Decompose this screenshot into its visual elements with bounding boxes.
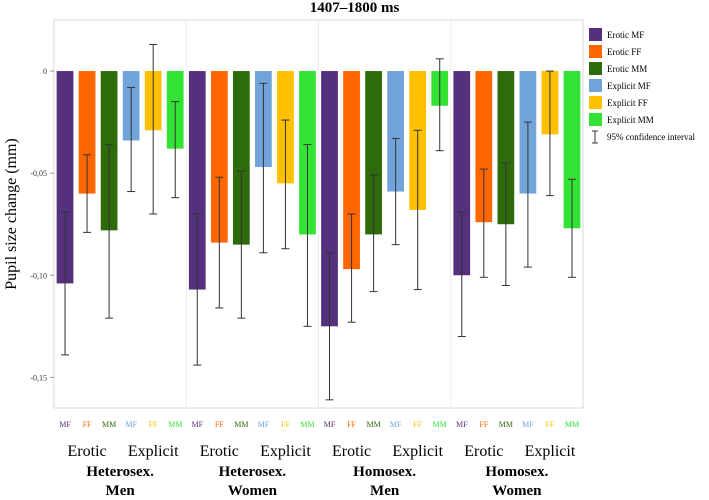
bar bbox=[453, 71, 471, 276]
series-abbrev-label: MM bbox=[433, 420, 447, 429]
legend-ci-label: 95% confidence interval bbox=[607, 132, 695, 142]
y-tick-label: -0,05 bbox=[30, 169, 47, 178]
y-tick-label: -0,15 bbox=[30, 373, 47, 382]
series-abbrev-label: MF bbox=[125, 420, 137, 429]
bar bbox=[343, 71, 360, 270]
series-abbrev-label: MM bbox=[366, 420, 380, 429]
condition-label: Erotic bbox=[200, 443, 239, 460]
condition-label: Explicit bbox=[128, 443, 179, 460]
series-abbrev-label: FF bbox=[215, 420, 224, 429]
series-abbrev-label: MF bbox=[522, 420, 534, 429]
series-abbrev-label: FF bbox=[413, 420, 422, 429]
series-abbrev-label: FF bbox=[545, 420, 554, 429]
bar bbox=[188, 71, 206, 290]
condition-label: Erotic bbox=[68, 443, 107, 460]
condition-label: Erotic bbox=[332, 443, 371, 460]
bar bbox=[563, 71, 581, 229]
series-abbrev-label: FF bbox=[347, 420, 356, 429]
group-label-line2: Men bbox=[370, 483, 400, 499]
y-tick-label: -0,10 bbox=[30, 271, 47, 280]
group-label-line2: Women bbox=[492, 483, 542, 499]
series-abbrev-label: MF bbox=[390, 420, 402, 429]
group-label-line2: Men bbox=[106, 483, 136, 499]
series-abbrev-label: FF bbox=[83, 420, 92, 429]
legend-swatch bbox=[589, 96, 602, 109]
legend-entry-label: Explicit FF bbox=[607, 98, 648, 108]
legend-swatch bbox=[589, 62, 602, 75]
series-abbrev-label: MF bbox=[59, 420, 71, 429]
series-abbrev-label: FF bbox=[149, 420, 158, 429]
legend-swatch bbox=[589, 79, 602, 92]
series-abbrev-label: MM bbox=[300, 420, 314, 429]
group-label-line1: Homosex. bbox=[353, 464, 416, 480]
series-abbrev-label: MM bbox=[499, 420, 513, 429]
y-tick-label: 0 bbox=[43, 67, 47, 76]
group-label-line1: Homosex. bbox=[485, 464, 548, 480]
y-axis-label: Pupil size change (mm) bbox=[3, 138, 20, 290]
condition-label: Explicit bbox=[525, 443, 576, 460]
bar bbox=[497, 71, 515, 225]
bar bbox=[475, 71, 493, 223]
bar bbox=[387, 71, 405, 192]
bar bbox=[210, 71, 228, 243]
bar bbox=[365, 71, 382, 235]
condition-label: Explicit bbox=[392, 443, 443, 460]
bar bbox=[232, 71, 250, 245]
legend-swatch bbox=[589, 45, 602, 58]
series-abbrev-label: MF bbox=[258, 420, 270, 429]
group-label-line2: Women bbox=[228, 483, 278, 499]
series-abbrev-label: MF bbox=[324, 420, 336, 429]
series-abbrev-label: MF bbox=[456, 420, 468, 429]
condition-label: Explicit bbox=[260, 443, 311, 460]
series-abbrev-label: MF bbox=[191, 420, 203, 429]
bar bbox=[56, 71, 74, 284]
legend-entry-label: Erotic MM bbox=[607, 64, 647, 74]
series-abbrev-label: MM bbox=[168, 420, 182, 429]
group-label-line1: Heterosex. bbox=[86, 464, 154, 480]
series-abbrev-label: FF bbox=[479, 420, 488, 429]
group-label-line1: Heterosex. bbox=[219, 464, 287, 480]
condition-label: Erotic bbox=[464, 443, 503, 460]
series-abbrev-label: FF bbox=[281, 420, 290, 429]
legend-entry-label: Explicit MM bbox=[607, 115, 654, 125]
legend-entry-label: Erotic FF bbox=[607, 47, 641, 57]
series-abbrev-label: MM bbox=[565, 420, 579, 429]
series-abbrev-label: MM bbox=[234, 420, 248, 429]
legend-swatch bbox=[589, 113, 602, 126]
legend-entry-label: Erotic MF bbox=[607, 30, 644, 40]
bar bbox=[321, 71, 338, 327]
legend-swatch bbox=[589, 28, 602, 41]
chart-title: 1407–1800 ms bbox=[309, 0, 400, 16]
legend-entry-label: Explicit MF bbox=[607, 81, 651, 91]
series-abbrev-label: MM bbox=[102, 420, 116, 429]
bar bbox=[78, 71, 96, 194]
